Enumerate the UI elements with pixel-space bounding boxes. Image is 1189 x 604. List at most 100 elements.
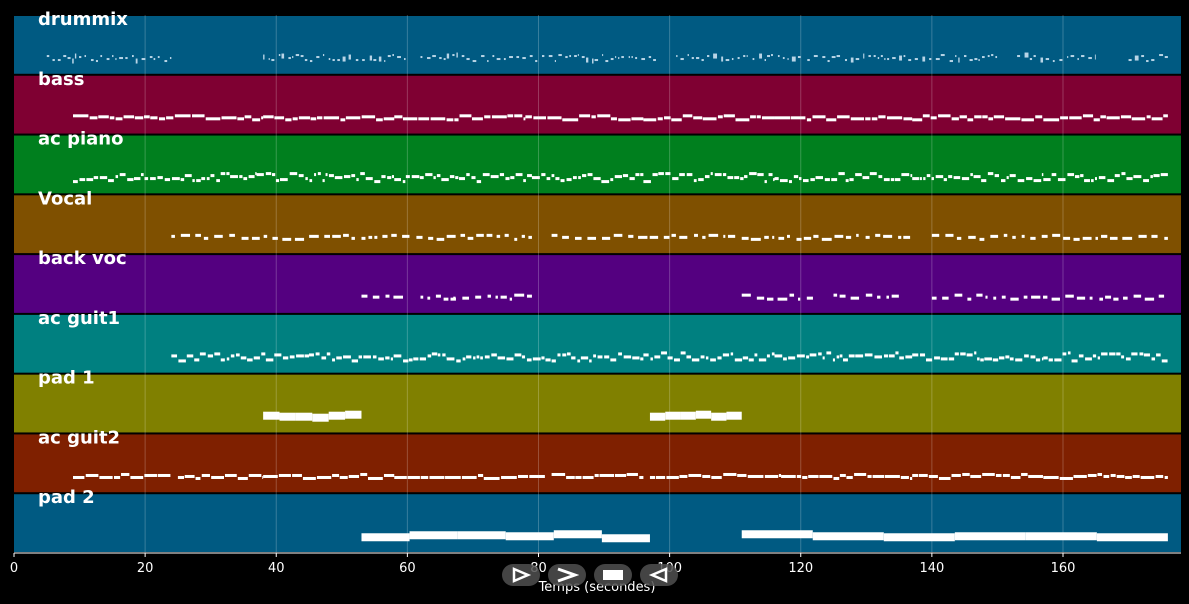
note xyxy=(796,354,805,358)
note xyxy=(263,115,274,119)
play-icon xyxy=(512,567,532,583)
note xyxy=(855,354,864,358)
note xyxy=(865,235,870,239)
note xyxy=(316,475,332,479)
note xyxy=(587,173,593,177)
note xyxy=(363,355,371,359)
note xyxy=(405,175,410,179)
note xyxy=(1140,475,1155,479)
note xyxy=(339,475,348,479)
note xyxy=(1048,358,1053,362)
note xyxy=(813,234,819,238)
note xyxy=(779,179,788,183)
note xyxy=(529,474,545,478)
note xyxy=(356,178,359,182)
note xyxy=(789,293,795,297)
note xyxy=(1146,60,1149,63)
note xyxy=(491,353,497,357)
note xyxy=(954,352,959,356)
note xyxy=(843,358,848,362)
note xyxy=(945,233,954,237)
note xyxy=(773,178,775,182)
note xyxy=(764,180,767,184)
note xyxy=(560,179,565,183)
stop-icon xyxy=(603,570,623,580)
note xyxy=(993,115,1005,119)
note xyxy=(831,56,836,59)
note xyxy=(322,54,325,57)
note xyxy=(869,172,877,176)
back-button[interactable] xyxy=(640,564,678,586)
note xyxy=(362,59,365,62)
note xyxy=(1017,179,1025,183)
note xyxy=(693,116,703,120)
note xyxy=(621,56,624,59)
note xyxy=(628,234,634,238)
note xyxy=(337,59,340,62)
note xyxy=(754,353,758,357)
note xyxy=(691,358,700,362)
note xyxy=(351,359,359,363)
note xyxy=(541,55,545,58)
note xyxy=(387,55,391,58)
note xyxy=(402,180,406,184)
note xyxy=(679,173,685,177)
note xyxy=(741,293,751,297)
note xyxy=(610,358,617,362)
note xyxy=(791,56,796,62)
note xyxy=(177,475,185,479)
note xyxy=(1131,352,1138,356)
note xyxy=(1062,352,1067,356)
note xyxy=(1030,355,1036,359)
note xyxy=(300,55,304,58)
note xyxy=(471,117,483,121)
note xyxy=(848,354,855,358)
note xyxy=(802,179,809,183)
note xyxy=(265,358,274,362)
note xyxy=(1070,55,1075,58)
note xyxy=(581,56,585,59)
note xyxy=(496,58,501,61)
note xyxy=(1097,356,1100,360)
note xyxy=(282,356,289,360)
note xyxy=(1121,172,1126,176)
note xyxy=(413,357,419,361)
note xyxy=(309,179,313,183)
note xyxy=(862,176,870,180)
note xyxy=(672,177,679,181)
note xyxy=(618,118,631,122)
note xyxy=(1021,118,1034,122)
note xyxy=(164,178,171,182)
note xyxy=(416,235,423,239)
note xyxy=(1164,56,1168,59)
note xyxy=(435,294,441,298)
note xyxy=(275,179,280,183)
note xyxy=(951,117,959,121)
note xyxy=(1028,474,1043,478)
note xyxy=(328,411,346,420)
note xyxy=(750,237,761,241)
stop-button[interactable] xyxy=(594,564,632,586)
track-band xyxy=(14,434,1181,493)
note xyxy=(392,54,394,57)
note xyxy=(157,473,171,477)
note xyxy=(1041,234,1048,238)
note xyxy=(457,531,506,540)
note xyxy=(721,56,724,62)
note xyxy=(1001,295,1006,299)
note xyxy=(976,293,983,297)
note xyxy=(1073,474,1087,478)
note xyxy=(912,353,919,357)
note xyxy=(722,353,730,357)
note xyxy=(268,58,270,61)
note xyxy=(63,55,67,58)
note xyxy=(774,116,791,120)
note xyxy=(220,172,226,176)
note xyxy=(901,173,910,177)
track-band xyxy=(14,16,1181,74)
note xyxy=(279,178,288,182)
play-button[interactable] xyxy=(502,564,540,586)
note xyxy=(224,473,237,477)
forward-button[interactable] xyxy=(548,564,586,586)
note xyxy=(445,475,461,479)
